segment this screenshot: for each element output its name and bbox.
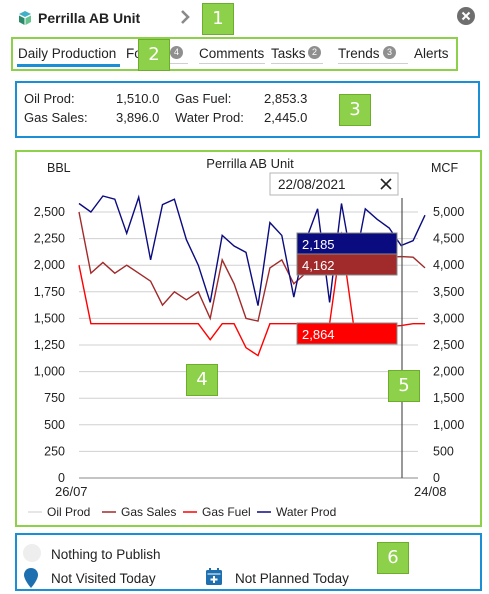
callout-2: 2 [138,39,170,71]
tab-separator [199,63,265,64]
callout-1: 1 [202,3,234,35]
right-tick-label: 2,500 [433,338,464,352]
callout-3: 3 [339,94,371,126]
right-tick-label: 1,000 [433,418,464,432]
right-tick-label: 1,500 [433,391,464,405]
production-summary [15,81,480,138]
legend-oil-prod: Oil Prod [47,505,90,519]
tab-alerts[interactable]: Alerts [414,46,449,61]
left-tick-label: 1,000 [34,365,65,379]
tab-comments[interactable]: Comments [199,46,265,61]
left-tick-label: 1,250 [34,338,65,352]
left-tick-label: 750 [44,391,65,405]
visited-status: Not Visited Today [51,571,156,586]
tab-trends[interactable]: Trends [338,46,380,61]
tooltip-water-prod-value: 2,185 [302,237,335,252]
x-end-label: 24/08 [414,484,447,499]
oil-prod-value: 1,510.0 [116,91,160,106]
right-tick-label: 3,000 [433,311,464,325]
tooltip-gas-fuel-value: 2,864 [302,327,335,342]
status-footer [15,533,482,591]
production-chart[interactable]: 0 250 500 750 1,000 1,250 1,500 1,750 2,000 2,250… [15,150,482,527]
tab-tasks-badge: 2 [308,46,321,59]
left-tick-label: 500 [44,418,65,432]
x-start-label: 26/07 [55,484,88,499]
tab-trends-badge: 3 [383,46,396,59]
tab-separator [271,63,323,64]
left-tick-label: 2,000 [34,258,65,272]
left-tick-label: 1,500 [34,311,65,325]
chart-legend: Oil Prod Gas Sales Gas Fuel Water Prod [28,505,336,519]
left-tick-label: 0 [58,471,65,485]
status-circle-icon [23,544,41,562]
right-tick-label: 4,000 [433,258,464,272]
series-line-water-prod [78,194,426,306]
legend-water-prod: Water Prod [276,505,336,519]
tab-tasks[interactable]: Tasks [271,46,306,61]
tab-forecast[interactable]: Fo [126,46,142,61]
publish-status: Nothing to Publish [51,547,161,562]
legend-gas-fuel: Gas Fuel [202,505,251,519]
tooltip-gas-sales: 4,162 [296,253,398,276]
tab-separator [338,63,408,64]
right-tick-label: 3,500 [433,285,464,299]
gas-fuel-value: 2,853.3 [264,91,308,106]
chevron-right-icon[interactable] [179,8,191,26]
date-picker[interactable]: 22/08/2021 [269,172,399,196]
callout-5: 5 [388,370,420,402]
left-tick-label: 2,250 [34,232,65,246]
chart-title: Perrilla AB Unit [206,156,294,171]
callout-6: 6 [377,542,409,574]
legend-gas-sales: Gas Sales [121,505,176,519]
tooltip-water-prod: 2,185 [296,232,398,255]
tab-daily-production[interactable]: Daily Production [18,46,117,61]
gas-sales-value: 3,896.0 [116,110,160,125]
water-prod-label: Water Prod: [175,110,244,125]
right-tick-label: 0 [433,471,440,485]
clear-date-icon[interactable] [380,178,392,190]
planned-status: Not Planned Today [235,571,349,586]
location-pin-icon [24,568,38,588]
right-axis-label: MCF [431,161,458,175]
active-tab-indicator [17,64,120,67]
left-axis-label: BBL [47,161,71,175]
tab-bar [11,37,458,71]
right-tick-label: 5,000 [433,205,464,219]
calendar-plus-icon [206,568,222,585]
left-tick-label: 250 [44,444,65,458]
callout-4: 4 [186,364,218,396]
right-tick-label: 4,500 [433,232,464,246]
close-icon[interactable] [456,6,476,26]
left-tick-label: 1,750 [34,285,65,299]
water-prod-value: 2,445.0 [264,110,308,125]
oil-prod-label: Oil Prod: [24,91,75,106]
left-tick-label: 2,500 [34,205,65,219]
right-tick-label: 2,000 [433,365,464,379]
tab-forecast-badge: 4 [170,46,183,59]
tooltip-gas-fuel: 2,864 [296,322,398,345]
gas-fuel-label: Gas Fuel: [175,91,232,106]
tooltip-gas-sales-value: 4,162 [302,258,335,273]
crosshair-date: 22/08/2021 [278,177,346,192]
chart-panel [15,150,482,527]
gas-sales-label: Gas Sales: [24,110,88,125]
page-title: Perrilla AB Unit [38,10,141,26]
right-tick-label: 500 [433,444,454,458]
cube-stack-icon [19,11,31,25]
